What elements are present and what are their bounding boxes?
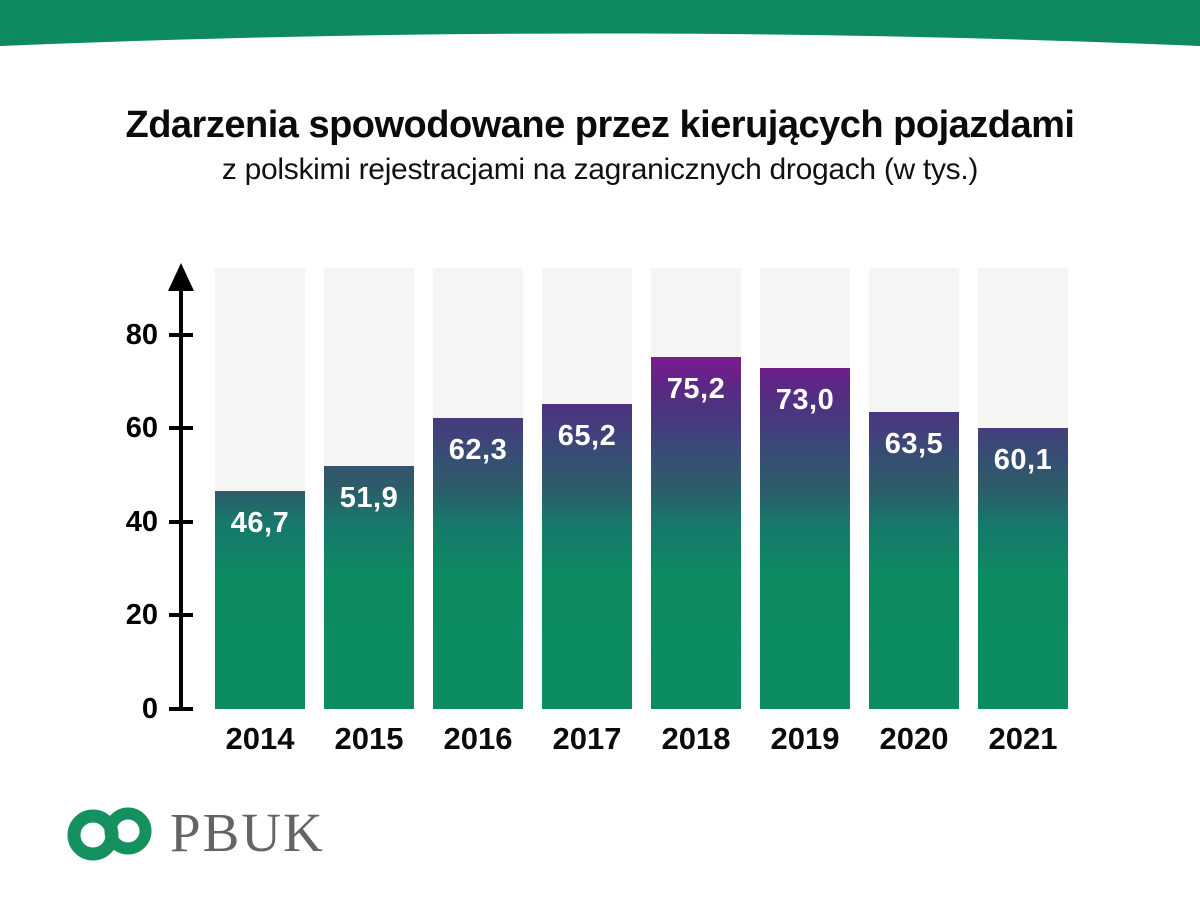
plot-area: 46,7 2014 51,9 2015 62,3 2016 65,2 2017 75,2 2018… (215, 268, 1068, 756)
y-tick (169, 613, 193, 618)
x-category-label: 2018 (661, 721, 731, 756)
bar-column: 62,3 2016 (433, 268, 523, 756)
y-tick-label: 60 (125, 412, 158, 445)
bar-column: 63,5 2020 (869, 268, 959, 756)
x-category-label: 2021 (988, 721, 1058, 756)
title-block: Zdarzenia spowodowane przez kierujących … (0, 104, 1200, 188)
pbuk-logo: PBUK (66, 798, 325, 868)
interlocked-rings-icon (67, 807, 152, 861)
bar-value-label: 60,1 (993, 444, 1053, 476)
bar-column: 51,9 2015 (324, 268, 414, 756)
y-axis-line (179, 288, 183, 709)
bar (978, 428, 1068, 709)
x-category-label: 2020 (879, 721, 949, 756)
bar-value-label: 51,9 (339, 482, 399, 514)
y-tick-label: 80 (125, 318, 158, 351)
x-category-label: 2019 (770, 721, 840, 756)
page-subtitle: z polskimi rejestracjami na zagranicznyc… (221, 152, 979, 186)
green-band-shape (0, 0, 1200, 46)
bar-value-label: 46,7 (230, 507, 290, 539)
page-title: Zdarzenia spowodowane przez kierujących … (125, 104, 1075, 146)
y-tick (169, 426, 193, 431)
bar-value-label: 75,2 (666, 373, 726, 405)
green-header-band (0, 0, 1200, 46)
bar-column: 60,1 2021 (978, 268, 1068, 756)
x-category-label: 2015 (334, 721, 404, 756)
bar (869, 412, 959, 709)
bar-value-label: 63,5 (884, 428, 944, 460)
y-tick-label: 40 (125, 505, 158, 538)
y-tick-label: 20 (125, 599, 158, 632)
bar-column: 75,2 2018 (651, 268, 741, 756)
y-tick (169, 519, 193, 524)
bar-column: 46,7 2014 (215, 268, 305, 756)
bar-value-label: 73,0 (775, 384, 835, 416)
bar-column: 73,0 2019 (760, 268, 850, 756)
bar-column: 65,2 2017 (542, 268, 632, 756)
bar-value-label: 62,3 (448, 434, 508, 466)
bar (324, 466, 414, 709)
y-axis-arrow-icon (168, 263, 194, 291)
y-tick (169, 332, 193, 337)
logo-text: PBUK (170, 802, 325, 863)
x-category-label: 2014 (225, 721, 295, 756)
x-category-label: 2016 (443, 721, 513, 756)
bar (215, 491, 305, 709)
bar-value-label: 65,2 (557, 420, 617, 452)
bar (542, 404, 632, 709)
x-category-label: 2017 (552, 721, 622, 756)
y-tick-label: 0 (141, 693, 158, 725)
bar (760, 368, 850, 709)
bar (433, 418, 523, 709)
y-tick (169, 707, 193, 711)
bar (651, 357, 741, 709)
